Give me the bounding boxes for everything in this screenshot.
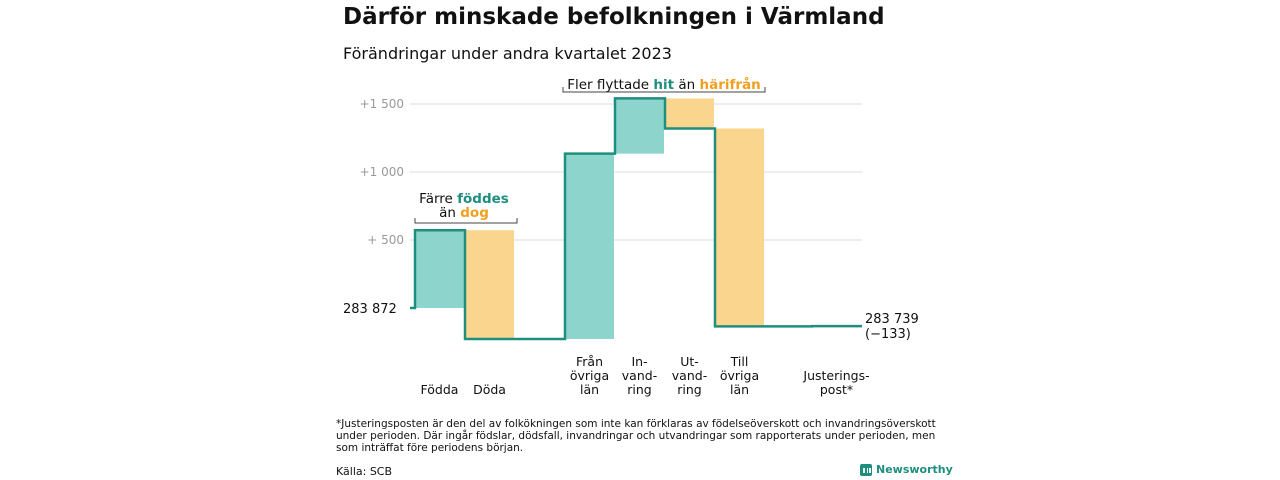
annotation-bracket bbox=[562, 87, 766, 93]
annotation-word: dog bbox=[460, 205, 489, 221]
y-tick-label: +1 000 bbox=[360, 165, 404, 179]
annotation-word: än bbox=[439, 205, 460, 221]
annotation-births-deaths-line2: än dog bbox=[439, 205, 489, 221]
annotation-word: än bbox=[674, 77, 699, 93]
start-value-label: 283 872 bbox=[343, 302, 397, 317]
annotation-migration: Fler flyttade hit än härifrån bbox=[567, 76, 761, 93]
category-label: post* bbox=[820, 382, 853, 397]
chart-subtitle: Förändringar under andra kvartalet 2023 bbox=[343, 44, 672, 63]
category-label: Ut- bbox=[680, 354, 699, 369]
chart-title: Därför minskade befolkningen i Värmland bbox=[343, 4, 885, 30]
annotation-births-deaths: Färre föddes bbox=[419, 191, 509, 207]
annotation-word: föddes bbox=[457, 191, 509, 207]
newsworthy-icon bbox=[860, 463, 872, 476]
bar-outflow bbox=[465, 230, 514, 340]
y-tick-label: + 500 bbox=[367, 233, 404, 247]
category-label: Döda bbox=[473, 382, 506, 397]
category-label: ring bbox=[627, 382, 651, 397]
category-label: vand- bbox=[622, 368, 657, 383]
annotation-bracket bbox=[414, 218, 518, 224]
brand-logo: Newsworthy bbox=[860, 463, 953, 476]
bar-outflow bbox=[665, 98, 714, 129]
source: Källa: SCB bbox=[336, 465, 393, 478]
category-label: vand- bbox=[672, 368, 707, 383]
category-label: ring bbox=[677, 382, 701, 397]
category-label: Från bbox=[576, 354, 603, 369]
footnote: *Justeringsposten är den del av folkökni… bbox=[336, 418, 936, 454]
category-label: län bbox=[580, 382, 599, 397]
annotation-word: Färre bbox=[419, 191, 457, 207]
category-label: övriga bbox=[570, 368, 609, 383]
waterfall-chart: + 500 +1 000 +1 500 283 872 283 739(−133) Föd… bbox=[343, 76, 919, 397]
brand-name: Newsworthy bbox=[876, 463, 953, 476]
annotation-word: Fler flyttade bbox=[567, 77, 653, 93]
bar-outflow bbox=[715, 128, 764, 327]
category-label: Justerings- bbox=[802, 368, 869, 383]
end-value-label: 283 739 bbox=[865, 312, 919, 327]
bar-inflow bbox=[415, 230, 464, 308]
annotation-word: härifrån bbox=[700, 76, 761, 93]
category-label: In- bbox=[631, 354, 647, 369]
bar-inflow bbox=[615, 98, 664, 154]
bar-inflow bbox=[565, 153, 614, 340]
category-label: Till bbox=[730, 354, 749, 369]
y-tick-label: +1 500 bbox=[360, 97, 404, 111]
end-change-label: (−133) bbox=[865, 327, 911, 342]
category-label: Födda bbox=[421, 382, 459, 397]
category-label: län bbox=[730, 382, 749, 397]
category-label: övriga bbox=[720, 368, 759, 383]
annotation-word: hit bbox=[653, 77, 674, 93]
step-line bbox=[410, 97, 862, 341]
